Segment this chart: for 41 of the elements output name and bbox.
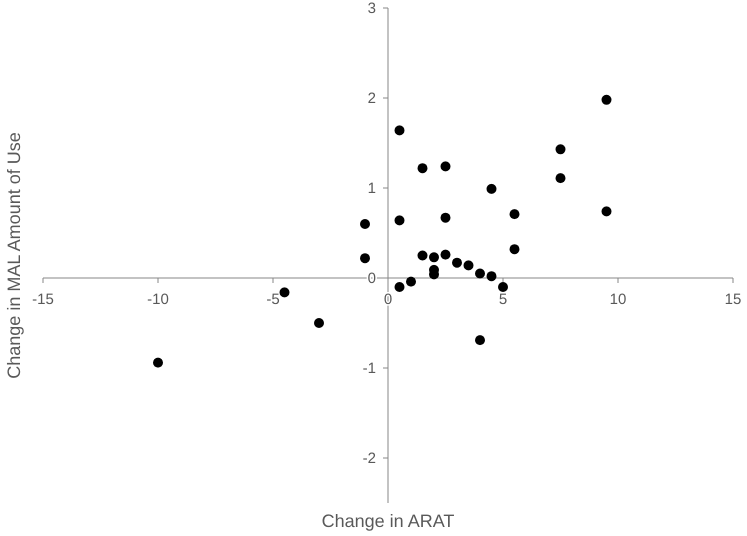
point bbox=[280, 287, 290, 298]
point bbox=[153, 358, 163, 368]
x-tick-label: -15 bbox=[32, 291, 54, 308]
x-tick-label: 10 bbox=[610, 291, 626, 308]
point bbox=[556, 173, 566, 184]
point bbox=[418, 163, 428, 174]
point bbox=[440, 250, 450, 260]
point bbox=[486, 271, 496, 282]
point bbox=[602, 94, 612, 105]
point bbox=[440, 161, 450, 172]
x-tick-label: 15 bbox=[724, 291, 742, 308]
point bbox=[429, 252, 439, 262]
point bbox=[510, 244, 520, 254]
point bbox=[394, 215, 404, 226]
x-tick-label: -5 bbox=[266, 291, 280, 308]
point bbox=[406, 276, 416, 287]
y-tick-label: -1 bbox=[362, 360, 376, 377]
point bbox=[464, 260, 474, 270]
point bbox=[314, 318, 324, 328]
y-tick-label: 2 bbox=[368, 90, 376, 107]
point bbox=[556, 144, 566, 154]
point bbox=[440, 212, 450, 223]
point bbox=[510, 209, 520, 220]
point bbox=[602, 206, 612, 216]
y-tick-label: 1 bbox=[368, 180, 376, 197]
point bbox=[498, 282, 508, 292]
x-tick-label: -10 bbox=[147, 291, 169, 308]
y-tick-label: -2 bbox=[362, 450, 376, 467]
point bbox=[475, 268, 485, 278]
point bbox=[418, 250, 428, 260]
point bbox=[452, 258, 462, 268]
y-axis-title: Change in MAL Amount of Use bbox=[4, 132, 24, 379]
y-tick-label: 3 bbox=[368, 0, 376, 17]
point bbox=[394, 125, 404, 136]
point bbox=[394, 282, 404, 292]
x-axis-title: Change in ARAT bbox=[322, 511, 454, 531]
x-tick-label: 5 bbox=[498, 291, 508, 308]
point bbox=[475, 335, 485, 346]
point bbox=[486, 184, 496, 194]
point bbox=[360, 253, 370, 264]
point bbox=[360, 219, 370, 229]
